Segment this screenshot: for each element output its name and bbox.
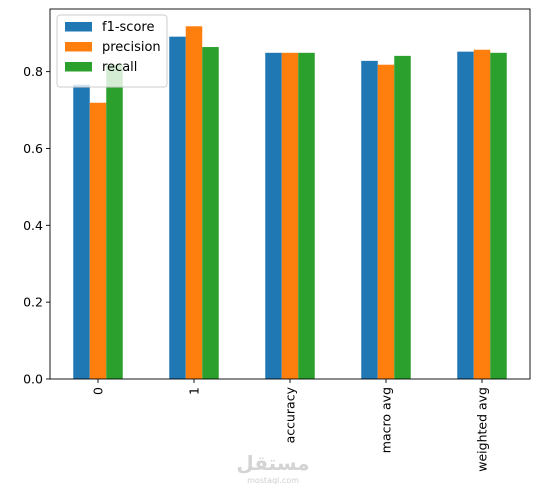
x-tick-label: weighted avg	[475, 387, 490, 472]
bar-recall-macro-avg	[394, 55, 411, 379]
legend-swatch-f1-score	[65, 22, 92, 32]
legend: f1-score precision recall	[56, 14, 168, 88]
x-tick-label: accuracy	[283, 386, 298, 443]
x-tick-label: 0	[91, 387, 106, 395]
bar-precision-1	[185, 26, 203, 379]
bar-f1-score-accuracy	[265, 52, 282, 379]
bar-precision-macro-avg	[377, 64, 395, 380]
watermark-text: مستقل	[236, 451, 309, 475]
y-tick-label: 0.4	[23, 218, 43, 233]
bar-recall-1	[202, 47, 219, 379]
x-axis: 0 1 accuracy macro avg weighted avg	[91, 379, 490, 472]
bar-precision-weighted-avg	[473, 49, 491, 379]
bars-group	[73, 26, 507, 380]
bar-precision-accuracy	[281, 52, 299, 379]
bar-f1-score-macro-avg	[361, 60, 378, 379]
x-tick-label: macro avg	[379, 387, 394, 453]
y-tick-label: 0.6	[23, 141, 43, 156]
bar-recall-weighted-avg	[490, 52, 507, 379]
bar-f1-score-1	[169, 36, 186, 380]
y-axis: 0.0 0.2 0.4 0.6 0.8	[23, 64, 50, 387]
y-tick-label: 0.0	[23, 372, 43, 387]
legend-label-recall: recall	[102, 60, 137, 75]
bar-recall-0	[106, 64, 123, 380]
bar-f1-score-weighted-avg	[457, 51, 474, 379]
bar-recall-accuracy	[298, 52, 315, 379]
y-tick-label: 0.2	[23, 295, 43, 310]
legend-label-f1-score: f1-score	[102, 20, 154, 35]
watermark-subtext: mostaql.com	[247, 476, 299, 485]
bar-f1-score-0	[73, 84, 90, 379]
x-tick-label: 1	[187, 387, 202, 395]
y-tick-label: 0.8	[23, 64, 43, 79]
legend-label-precision: precision	[102, 40, 161, 55]
legend-swatch-precision	[65, 42, 92, 52]
bar-precision-0	[89, 102, 107, 379]
legend-swatch-recall	[65, 62, 92, 72]
watermark: مستقل mostaql.com	[236, 451, 309, 485]
